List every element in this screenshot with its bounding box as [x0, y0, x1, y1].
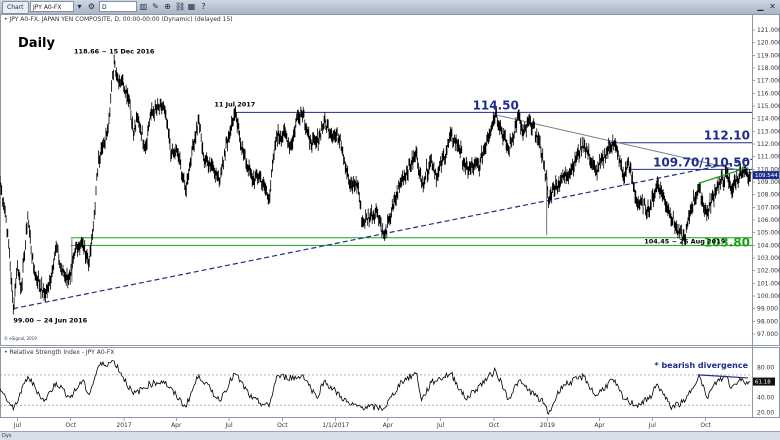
price-axis-label: 120.000 [757, 40, 780, 47]
price-axis-label: 119.000 [757, 52, 780, 59]
chart-header-info: • JPY A0-FX, JAPAN YEN COMPOSITE, D, 00:… [4, 16, 233, 23]
symbol-input[interactable]: JPY A0-FX [30, 1, 74, 12]
rsi-last-value-label: 61.18 [755, 380, 771, 386]
x-axis-label: Apr [594, 422, 605, 429]
chart-canvas[interactable]: • JPY A0-FX, JAPAN YEN COMPOSITE, D, 00:… [0, 14, 780, 431]
resistance-114-50-label: 114.50 [473, 98, 519, 112]
price-axis-label: 110.000 [757, 166, 780, 173]
rsi-divergence-line [698, 374, 748, 379]
price-axis-label: 108.000 [757, 192, 780, 199]
minimize-icon[interactable]: ▁ [757, 2, 764, 11]
price-axis-label: 100.000 [757, 293, 780, 300]
close-icon[interactable]: ✕ [769, 2, 776, 11]
price-axis-label: 109.000 [757, 179, 780, 186]
high-label-2017: 11 Jul 2017 [214, 100, 255, 108]
rsi-line [0, 360, 751, 415]
x-axis-label: Jul [436, 422, 445, 429]
x-axis: Jul Oct 2017 Apr Jul Oct 1/1/2017 Apr Jul Oct 2019… [13, 418, 711, 429]
price-axis-label: 103.000 [757, 255, 780, 262]
x-axis-label: Apr [383, 422, 394, 429]
chart-title: Daily [18, 36, 55, 51]
status-bar: Dys [0, 431, 780, 440]
chart-type-icon[interactable]: ▥ [139, 2, 148, 11]
resistance-112-10-label: 112.10 [704, 129, 750, 143]
copyright-text: © eSignal, 2019 [4, 336, 37, 341]
chart-toolbar: Chart JPY A0-FX ▾ ⚙ D ▥ ✎ ⊕ ⛓ ▦ ? ▁ ✕ [0, 0, 780, 15]
low-label-2019: 104.45 ~ 26 Aug 2019 [644, 238, 726, 246]
price-axis-label: 111.000 [757, 154, 780, 161]
x-axis-label: Oct [700, 422, 711, 429]
price-axis-label: 107.000 [757, 204, 780, 211]
x-axis-label: Oct [277, 422, 288, 429]
x-axis-label: Jul [648, 422, 657, 429]
rsi-last-value-box [753, 377, 775, 386]
resistance-109-70-label: 109.70/110.50 [653, 155, 750, 169]
high-label-2016: 118.66 ~ 15 Dec 2016 [74, 48, 155, 56]
rsi-pane: • Relative Strength Index - JPY A0-FX 20.… [0, 347, 780, 418]
price-axis-label: 104.000 [757, 242, 780, 249]
rsi-axis-label: 80.00 [757, 364, 774, 371]
x-axis-label: Oct [66, 422, 77, 429]
x-axis-label: 2019 [540, 422, 555, 429]
price-bars [0, 54, 751, 315]
price-axis-label: 118.000 [757, 65, 780, 72]
low-label-2016: 99.00 ~ 24 Jun 2016 [13, 317, 87, 325]
x-axis-label: Jul [224, 422, 233, 429]
price-axis-label: 101.000 [757, 280, 780, 287]
descending-resistance-trendline [495, 114, 753, 174]
help-icon[interactable]: ? [201, 2, 206, 11]
price-axis-label: 116.000 [757, 90, 780, 97]
price-axis-label: 98.000 [757, 318, 778, 325]
interval-input[interactable]: D [99, 1, 137, 12]
x-axis-label: Jul [13, 422, 22, 429]
x-axis-label: Apr [171, 422, 182, 429]
price-axis-label: 99.000 [757, 306, 778, 313]
zoom-icon[interactable]: ⊕ [164, 2, 171, 11]
price-pane: • JPY A0-FX, JAPAN YEN COMPOSITE, D, 00:… [0, 14, 780, 346]
price-axis-label: 113.000 [757, 128, 780, 135]
chart-window-tab[interactable]: Chart [2, 1, 29, 14]
price-axis-label: 114.000 [757, 116, 780, 123]
x-axis-label: Oct [489, 422, 500, 429]
symbol-dropdown-icon[interactable]: ▾ [77, 2, 82, 11]
settings-icon[interactable]: ⚙ [87, 2, 96, 11]
price-axis-label: 102.000 [757, 268, 780, 275]
link-icon[interactable]: ⛓ [175, 2, 186, 11]
draw-tools-icon[interactable]: ✎ [152, 2, 159, 11]
rsi-header: • Relative Strength Index - JPY A0-FX [4, 349, 114, 356]
price-axis-label: 115.000 [757, 103, 780, 110]
support-103-80-label: 103.80 [704, 235, 750, 249]
last-price-label: 109.544 [755, 173, 778, 179]
x-axis-label: 2017 [116, 422, 131, 429]
price-axis-label: 112.000 [757, 141, 780, 148]
last-price-box [753, 171, 779, 180]
x-axis-label: 1/1/2017 [322, 422, 349, 429]
price-axis-label: 106.000 [757, 217, 780, 224]
layout-icon[interactable]: ▦ [187, 2, 196, 11]
price-axis-label: 121.000 [757, 27, 780, 34]
price-divergence-line [698, 167, 747, 184]
price-axis-label: 97.000 [757, 331, 778, 338]
rsi-divergence-annotation: * bearish divergence [654, 361, 748, 370]
status-label: Dys [2, 433, 12, 439]
rsi-axis-label: 20.00 [757, 410, 774, 417]
rsi-axis-label: 40.00 [757, 395, 774, 402]
price-axis-label: 105.000 [757, 230, 780, 237]
price-axis-label: 117.000 [757, 78, 780, 85]
